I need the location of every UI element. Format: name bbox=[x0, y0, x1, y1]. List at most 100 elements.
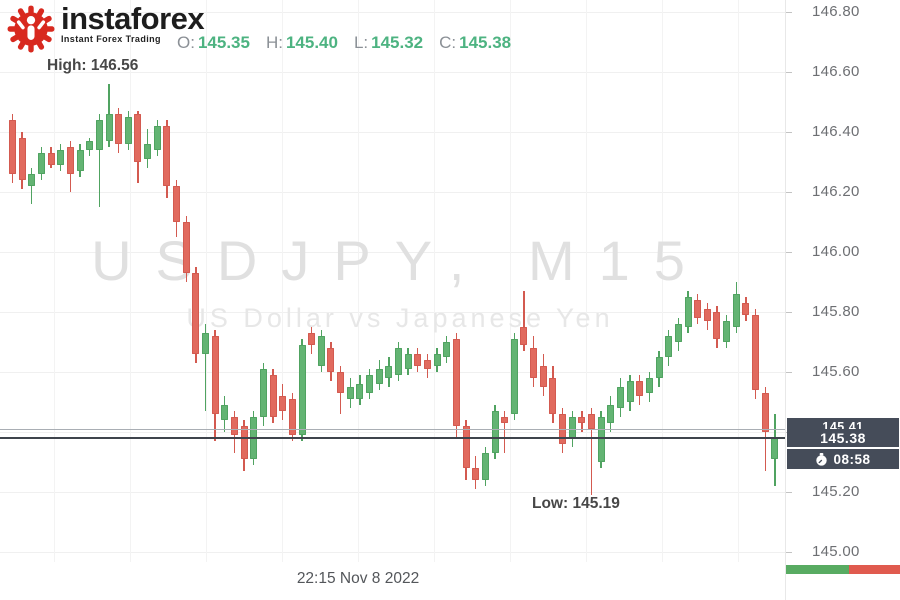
candle[interactable] bbox=[28, 174, 36, 186]
candle[interactable] bbox=[771, 438, 779, 459]
candle[interactable] bbox=[752, 315, 760, 390]
candle[interactable] bbox=[230, 417, 238, 435]
candle[interactable] bbox=[173, 186, 181, 222]
candle[interactable] bbox=[703, 309, 711, 321]
brand-tagline: Instant Forex Trading bbox=[61, 34, 161, 44]
candle[interactable] bbox=[423, 360, 431, 369]
time-axis-label: 22:15 Nov 8 2022 bbox=[296, 570, 420, 587]
candle[interactable] bbox=[385, 366, 393, 378]
candle[interactable] bbox=[520, 327, 528, 345]
candle[interactable] bbox=[539, 366, 547, 387]
candle[interactable] bbox=[308, 333, 316, 345]
candle[interactable] bbox=[491, 411, 499, 453]
candle[interactable] bbox=[105, 114, 113, 141]
candle[interactable] bbox=[674, 324, 682, 342]
candle[interactable] bbox=[57, 150, 65, 165]
candle[interactable] bbox=[472, 468, 480, 480]
price-axis-label: 146.80 bbox=[812, 3, 860, 20]
candle[interactable] bbox=[481, 453, 489, 480]
candle[interactable] bbox=[202, 333, 209, 354]
candle[interactable] bbox=[665, 336, 673, 357]
candle[interactable] bbox=[568, 417, 576, 438]
candle[interactable] bbox=[501, 417, 509, 423]
candle[interactable] bbox=[366, 375, 374, 393]
candle[interactable] bbox=[211, 336, 219, 414]
candle[interactable] bbox=[163, 126, 171, 186]
high-annotation: High: 146.56 bbox=[47, 57, 139, 74]
candle[interactable] bbox=[269, 375, 277, 417]
candle[interactable] bbox=[395, 348, 402, 375]
watermark-symbol: USDJPY, M15 bbox=[91, 229, 709, 292]
h-gridline bbox=[0, 132, 785, 133]
candle[interactable] bbox=[578, 417, 586, 423]
candle[interactable] bbox=[414, 354, 422, 366]
v-gridline bbox=[510, 0, 511, 562]
v-gridline bbox=[358, 0, 359, 562]
v-gridline bbox=[54, 0, 55, 562]
candle[interactable] bbox=[433, 354, 441, 366]
candle[interactable] bbox=[288, 399, 296, 435]
axis-tick bbox=[786, 12, 792, 13]
candle[interactable] bbox=[317, 336, 325, 366]
stopwatch-icon bbox=[815, 452, 828, 466]
candle[interactable] bbox=[9, 120, 16, 174]
candle[interactable] bbox=[443, 342, 451, 357]
candle[interactable] bbox=[655, 357, 663, 378]
candle[interactable] bbox=[95, 120, 103, 150]
candle[interactable] bbox=[761, 393, 769, 432]
v-gridline bbox=[586, 0, 587, 562]
instaforex-logo[interactable]: instaforex Instant Forex Trading bbox=[6, 3, 205, 54]
candle[interactable] bbox=[713, 312, 721, 339]
candle[interactable] bbox=[221, 405, 229, 420]
candle[interactable] bbox=[37, 153, 45, 174]
candle[interactable] bbox=[18, 138, 26, 180]
candle[interactable] bbox=[510, 339, 518, 414]
h-gridline bbox=[0, 432, 785, 433]
candle[interactable] bbox=[452, 339, 460, 426]
candle[interactable] bbox=[144, 144, 152, 159]
candle[interactable] bbox=[66, 147, 74, 174]
candle[interactable] bbox=[530, 348, 538, 378]
candle-countdown-badge: 08:58 bbox=[787, 449, 899, 469]
candle[interactable] bbox=[404, 354, 412, 369]
candle[interactable] bbox=[182, 222, 190, 273]
candle[interactable] bbox=[76, 150, 84, 171]
candle[interactable] bbox=[240, 426, 248, 459]
candle[interactable] bbox=[375, 369, 383, 384]
candle[interactable] bbox=[337, 372, 345, 393]
candle[interactable] bbox=[134, 114, 142, 162]
high-label: H: bbox=[265, 33, 283, 52]
candle[interactable] bbox=[549, 378, 557, 414]
candle[interactable] bbox=[636, 381, 644, 396]
candle[interactable] bbox=[346, 387, 354, 399]
candle[interactable] bbox=[732, 294, 740, 327]
candle[interactable] bbox=[616, 387, 624, 408]
axis-tick bbox=[786, 492, 792, 493]
candle-wick bbox=[98, 114, 101, 207]
chart-canvas[interactable]: USDJPY, M15 US Dollar vs Japanese Yen Hi… bbox=[0, 0, 785, 600]
candle[interactable] bbox=[684, 297, 692, 327]
candle[interactable] bbox=[298, 345, 306, 435]
candle[interactable] bbox=[626, 381, 634, 402]
candle[interactable] bbox=[47, 153, 55, 165]
candle[interactable] bbox=[645, 378, 653, 393]
candle[interactable] bbox=[192, 273, 200, 354]
candle[interactable] bbox=[259, 369, 267, 417]
instaforex-gear-person-icon bbox=[6, 4, 56, 54]
candle[interactable] bbox=[588, 414, 595, 429]
candle[interactable] bbox=[462, 426, 470, 468]
candle[interactable] bbox=[742, 303, 750, 315]
candle[interactable] bbox=[115, 114, 123, 144]
candle[interactable] bbox=[124, 117, 132, 144]
candle[interactable] bbox=[86, 141, 94, 150]
candle[interactable] bbox=[327, 348, 335, 372]
candle[interactable] bbox=[153, 126, 161, 150]
candle[interactable] bbox=[356, 384, 364, 399]
candle[interactable] bbox=[607, 405, 615, 423]
candle[interactable] bbox=[279, 396, 287, 411]
candle[interactable] bbox=[597, 417, 605, 462]
candle[interactable] bbox=[694, 300, 702, 318]
price-axis[interactable]: 146.80 146.60 146.40 146.20 146.00 145.80 145.… bbox=[785, 0, 900, 600]
v-gridline bbox=[130, 0, 131, 562]
candle[interactable] bbox=[723, 321, 731, 342]
